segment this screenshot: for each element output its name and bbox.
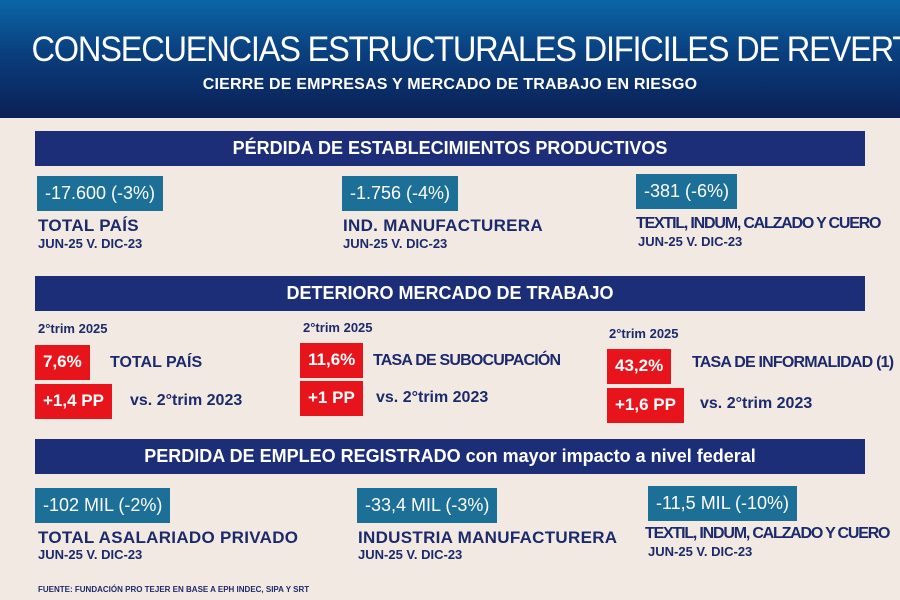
metric-period: JUN-25 V. DIC-23 [648, 544, 753, 559]
source-note: FUENTE: FUNDACIÓN PRO TEJER EN BASE A EP… [38, 585, 310, 594]
page-title: CONSECUENCIAS ESTRUCTURALES DIFICILES DE… [31, 30, 900, 69]
comparison-text: vs. 2°trim 2023 [130, 392, 243, 409]
header-banner [0, 0, 900, 118]
rate-badge: 43,2% [607, 349, 672, 384]
value-badge: -102 MIL (-2%) [35, 488, 171, 523]
rate-badge: 7,6% [35, 345, 90, 380]
metric-label: TASA DE SUBOCUPACIÓN [373, 352, 561, 369]
value-badge: -381 (-6%) [636, 174, 738, 209]
metric-label: TEXTIL, INDUM, CALZADO Y CUERO [645, 525, 891, 542]
value-badge: -33,4 MIL (-3%) [357, 488, 498, 523]
metric-period: 2°trim 2025 [303, 320, 373, 335]
metric-label: TOTAL PAÍS [38, 216, 139, 235]
value-badge: -11,5 MIL (-10%) [648, 486, 798, 521]
comparison-text: vs. 2°trim 2023 [376, 389, 489, 406]
metric-label: TEXTIL, INDUM, CALZADO Y CUERO [636, 215, 882, 232]
change-badge: +1 PP [300, 381, 363, 416]
metric-label: TASA DE INFORMALIDAD (1) [692, 354, 894, 371]
comparison-text: vs. 2°trim 2023 [700, 395, 813, 412]
metric-period: 2°trim 2025 [38, 321, 108, 336]
section-title-establecimientos: PÉRDIDA DE ESTABLECIMIENTOS PRODUCTIVOS [35, 131, 865, 166]
section-title-mercado-trabajo: DETERIORO MERCADO DE TRABAJO [35, 276, 865, 311]
change-badge: +1,4 PP [35, 384, 112, 419]
value-badge: -17.600 (-3%) [37, 176, 164, 211]
value-badge: -1.756 (-4%) [342, 176, 459, 211]
section-title-empleo-registrado: PERDIDA DE EMPLEO REGISTRADO con mayor i… [35, 439, 865, 474]
metric-period: JUN-25 V. DIC-23 [38, 236, 143, 251]
metric-label: TOTAL PAÍS [110, 354, 203, 371]
metric-period: JUN-25 V. DIC-23 [358, 547, 463, 562]
page-subtitle: CIERRE DE EMPRESAS Y MERCADO DE TRABAJO … [202, 76, 698, 93]
change-badge: +1,6 PP [607, 388, 684, 423]
metric-period: JUN-25 V. DIC-23 [343, 236, 448, 251]
metric-label: IND. MANUFACTURERA [343, 216, 543, 235]
metric-label: TOTAL ASALARIADO PRIVADO [38, 528, 299, 547]
rate-badge: 11,6% [300, 343, 364, 378]
metric-period: JUN-25 V. DIC-23 [638, 234, 743, 249]
metric-period: JUN-25 V. DIC-23 [38, 547, 143, 562]
metric-label: INDUSTRIA MANUFACTURERA [358, 528, 618, 547]
metric-period: 2°trim 2025 [609, 326, 679, 341]
